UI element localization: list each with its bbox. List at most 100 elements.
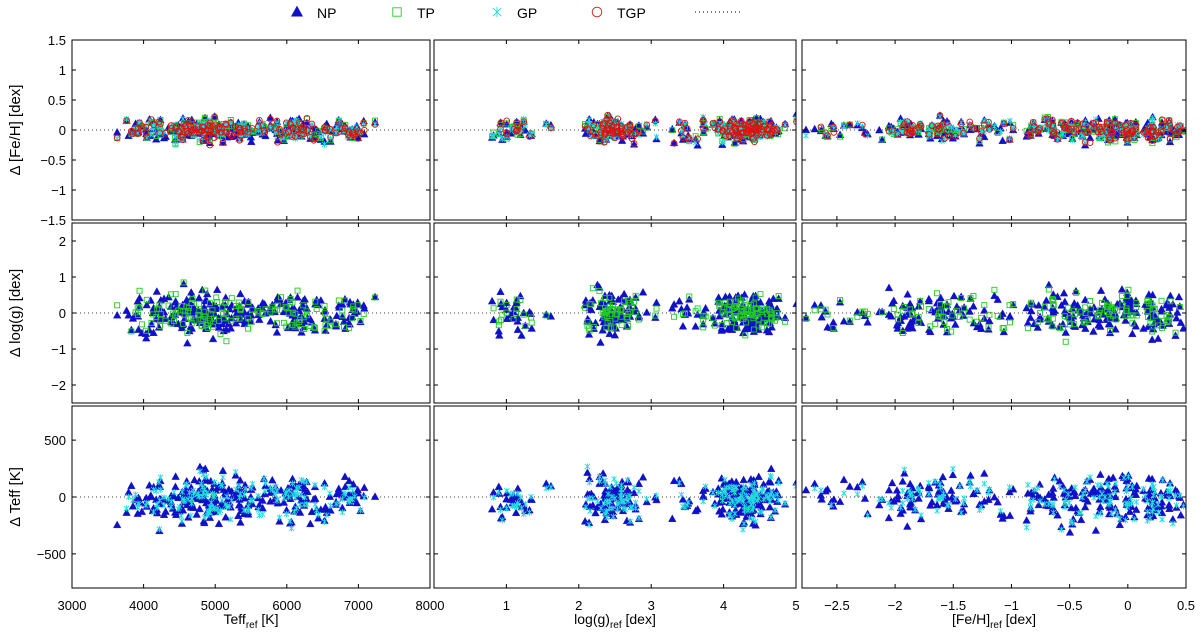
point-tp [763, 320, 770, 327]
legend: NP TP GP TGP [290, 5, 743, 21]
point-tgp [830, 123, 837, 131]
point-np [152, 287, 161, 295]
scatter-points [487, 280, 796, 346]
point-np [993, 497, 1002, 506]
point-np [255, 315, 264, 323]
point-tgp [360, 119, 368, 127]
point-np [1005, 511, 1015, 519]
point-tgp [1112, 134, 1119, 142]
point-np [972, 322, 982, 331]
point-tp [498, 316, 504, 323]
point-tgp [589, 128, 597, 136]
point-tgp [282, 129, 289, 137]
point-tp [522, 323, 529, 330]
point-tgp [728, 117, 736, 125]
point-tgp [179, 136, 187, 144]
point-gp [543, 485, 550, 492]
point-gp [997, 128, 1004, 135]
panel-dfeh-vs-feh [801, 39, 1187, 221]
point-np [1128, 329, 1137, 338]
point-gp [489, 133, 495, 140]
point-tp [603, 324, 610, 331]
point-tgp [601, 138, 608, 146]
point-tp [1133, 312, 1140, 319]
point-gp [782, 500, 788, 507]
point-tgp [187, 127, 195, 134]
point-np [271, 320, 280, 329]
point-tp [1173, 134, 1180, 141]
point-gp [774, 491, 781, 498]
point-np [839, 475, 849, 483]
point-tp [196, 300, 203, 307]
point-tgp [526, 133, 533, 140]
point-tp [890, 305, 897, 312]
point-gp [1006, 484, 1013, 491]
point-gp [1058, 526, 1065, 533]
point-tgp [1087, 123, 1095, 131]
point-np [1089, 484, 1099, 493]
point-gp [123, 505, 130, 512]
point-tp [742, 332, 749, 339]
point-np [260, 300, 269, 308]
legend-item-gp: GP [492, 5, 537, 21]
point-tp [1125, 286, 1132, 293]
point-np [360, 483, 369, 491]
point-gp [1131, 516, 1138, 523]
point-tp [1072, 289, 1079, 296]
point-gp [775, 497, 782, 504]
point-tp [342, 297, 348, 304]
point-gp [598, 505, 604, 512]
panel-dlogg-vs-logg [433, 222, 797, 404]
point-gp [185, 496, 191, 503]
point-gp [631, 484, 637, 491]
point-tp [499, 311, 506, 318]
point-gp [710, 489, 716, 496]
point-tp [700, 129, 707, 135]
point-np [839, 316, 849, 325]
point-tgp [123, 117, 130, 124]
point-np [949, 291, 959, 300]
point-gp [991, 123, 998, 130]
point-tgp [283, 119, 290, 127]
point-np [903, 324, 912, 332]
point-tp [236, 315, 243, 322]
point-gp [926, 133, 932, 140]
point-tp [196, 312, 203, 319]
point-np [948, 470, 958, 479]
point-tgp [760, 122, 768, 130]
point-np [583, 314, 592, 323]
x-tick-label: 2 [575, 598, 582, 613]
point-gp [150, 486, 157, 493]
point-tgp [793, 118, 796, 126]
point-gp [293, 485, 300, 492]
point-tp [1152, 312, 1159, 319]
point-gp [828, 501, 835, 508]
point-tgp [295, 119, 303, 126]
point-tgp [1070, 128, 1078, 136]
point-tp [1097, 306, 1104, 313]
point-np [749, 327, 759, 335]
point-tgp [608, 122, 616, 129]
point-gp [1107, 499, 1114, 506]
point-tp [879, 136, 886, 143]
point-np [1165, 504, 1174, 512]
point-np [1023, 318, 1033, 327]
point-tgp [888, 126, 896, 134]
point-gp [618, 482, 625, 489]
point-np [134, 493, 143, 502]
point-gp [360, 121, 367, 128]
point-tp [733, 325, 740, 332]
point-tp [732, 314, 739, 321]
point-tp [278, 294, 285, 301]
point-np [513, 484, 522, 492]
point-tgp [300, 130, 308, 138]
point-np [527, 495, 536, 503]
point-tp [731, 303, 738, 309]
point-tgp [694, 135, 701, 143]
point-np [149, 328, 158, 336]
point-np [802, 125, 811, 134]
point-gp [227, 516, 234, 523]
point-tp [1104, 308, 1110, 315]
point-np [668, 124, 677, 133]
point-np [682, 303, 692, 311]
